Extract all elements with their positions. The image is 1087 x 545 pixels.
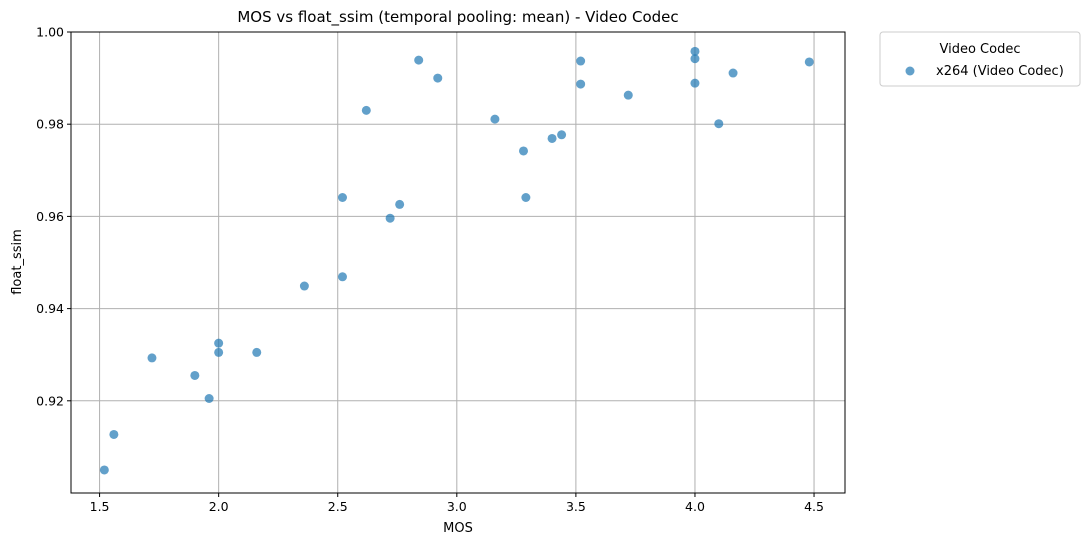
data-point — [690, 46, 700, 56]
data-point — [623, 90, 633, 100]
chart-title: MOS vs float_ssim (temporal pooling: mea… — [237, 8, 678, 27]
x-tick-label: 4.5 — [804, 499, 824, 514]
data-point — [337, 272, 347, 282]
data-point — [547, 133, 557, 143]
y-tick-label: 1.00 — [36, 25, 64, 40]
data-point — [252, 347, 262, 357]
legend: Video Codec x264 (Video Codec) — [879, 31, 1081, 87]
data-point — [714, 119, 724, 129]
data-point — [299, 281, 309, 291]
grid — [71, 31, 845, 493]
x-tick-label: 2.0 — [209, 499, 229, 514]
data-points — [99, 46, 814, 475]
data-point — [518, 146, 528, 156]
y-tick-label: 0.94 — [36, 301, 64, 316]
y-tick-label: 0.98 — [36, 117, 64, 132]
data-point — [557, 130, 567, 140]
legend-series-label: x264 (Video Codec) — [936, 64, 1064, 79]
data-point — [214, 347, 224, 357]
x-tick-label: 4.0 — [685, 499, 705, 514]
data-point — [433, 73, 443, 83]
data-point — [576, 56, 586, 66]
data-point — [204, 393, 214, 403]
data-point — [109, 429, 119, 439]
data-point — [361, 105, 371, 115]
x-tick-label: 3.0 — [447, 499, 467, 514]
data-point — [214, 338, 224, 348]
data-point — [414, 55, 424, 65]
data-point — [690, 78, 700, 88]
y-tick-label: 0.92 — [36, 393, 64, 408]
data-point — [804, 57, 814, 67]
x-axis-label: MOS — [443, 521, 473, 536]
data-point — [190, 370, 200, 380]
legend-marker — [905, 66, 915, 76]
data-point — [337, 192, 347, 202]
data-point — [385, 213, 395, 223]
axis-ticks: 1.5 2.0 2.5 3.0 3.5 4.0 4.5 0.92 0.94 0.96 0.98 1.0… — [36, 25, 824, 515]
data-point — [147, 353, 157, 363]
plot-frame — [70, 31, 846, 494]
data-point — [395, 199, 405, 209]
legend-title: Video Codec — [940, 42, 1021, 57]
data-point — [99, 465, 109, 475]
x-tick-label: 1.5 — [90, 499, 110, 514]
legend-box — [879, 31, 1081, 87]
y-tick-label: 0.96 — [36, 209, 64, 224]
data-point — [690, 54, 700, 64]
data-point — [490, 114, 500, 124]
y-axis-label: float_ssim — [10, 229, 25, 295]
data-point — [728, 68, 738, 78]
data-point — [521, 192, 531, 202]
x-tick-label: 3.5 — [566, 499, 586, 514]
x-tick-label: 2.5 — [328, 499, 348, 514]
data-point — [576, 79, 586, 89]
